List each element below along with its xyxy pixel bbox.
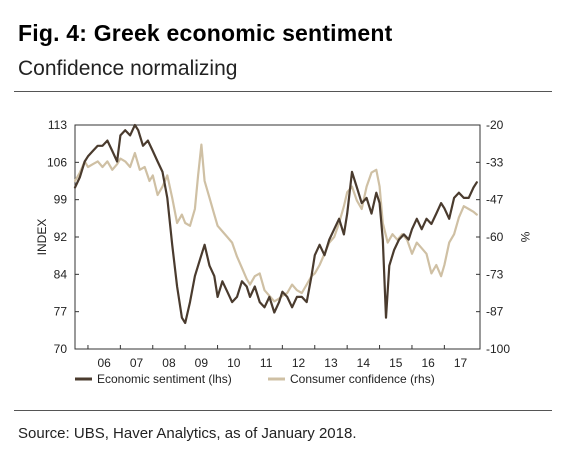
chart-labels: 113 106 99 92 84 77 70 -20 -33 -47 -60 -73 -87 -100 06… (35, 118, 532, 370)
figure-title: Fig. 4: Greek economic sentiment (18, 20, 393, 46)
x-tick-label: 11 (260, 356, 273, 370)
x-tick-label: 17 (454, 356, 468, 370)
y-right-tick-label: -20 (486, 118, 504, 132)
y-right-tick-label: -100 (486, 342, 510, 356)
y-right-axis-title: % (518, 232, 532, 243)
y-left-tick-label: 99 (54, 193, 68, 207)
x-tick-label: 16 (421, 356, 435, 370)
y-right-tick-label: -73 (486, 267, 504, 281)
y-right-tick-label: -60 (486, 230, 504, 244)
y-left-tick-label: 113 (48, 118, 67, 132)
x-tick-label: 06 (97, 356, 111, 370)
y-left-tick-label: 92 (54, 230, 68, 244)
bottom-divider (14, 410, 552, 411)
y-left-tick-label: 106 (47, 155, 67, 169)
y-left-axis-title: INDEX (35, 219, 49, 256)
x-tick-label: 12 (292, 356, 306, 370)
y-right-tick-label: -47 (486, 193, 504, 207)
source-note: Source: UBS, Haver Analytics, as of Janu… (18, 425, 357, 442)
x-tick-label: 08 (162, 356, 176, 370)
y-right-tick-label: -87 (486, 305, 504, 319)
figure-subtitle: Confidence normalizing (18, 57, 238, 80)
consumer-confidence-line (73, 143, 478, 303)
legend-economic-sentiment-label: Economic sentiment (lhs) (97, 372, 232, 386)
y-left-tick-label: 84 (54, 267, 68, 281)
x-tick-label: 10 (227, 356, 241, 370)
top-divider (14, 91, 552, 92)
legend-consumer-confidence-label: Consumer confidence (rhs) (290, 372, 435, 386)
x-tick-label: 07 (130, 356, 144, 370)
chart-axes (74, 124, 481, 350)
chart-series (73, 123, 478, 325)
x-tick-label: 14 (357, 356, 371, 370)
x-tick-label: 13 (324, 356, 338, 370)
chart-legend: Economic sentiment (lhs) Consumer confide… (75, 372, 435, 386)
y-left-tick-label: 70 (54, 342, 68, 356)
x-tick-label: 15 (389, 356, 403, 370)
x-tick-label: 09 (195, 356, 209, 370)
y-left-tick-label: 77 (54, 305, 68, 319)
economic-sentiment-line (73, 123, 478, 325)
y-right-tick-label: -33 (486, 155, 504, 169)
